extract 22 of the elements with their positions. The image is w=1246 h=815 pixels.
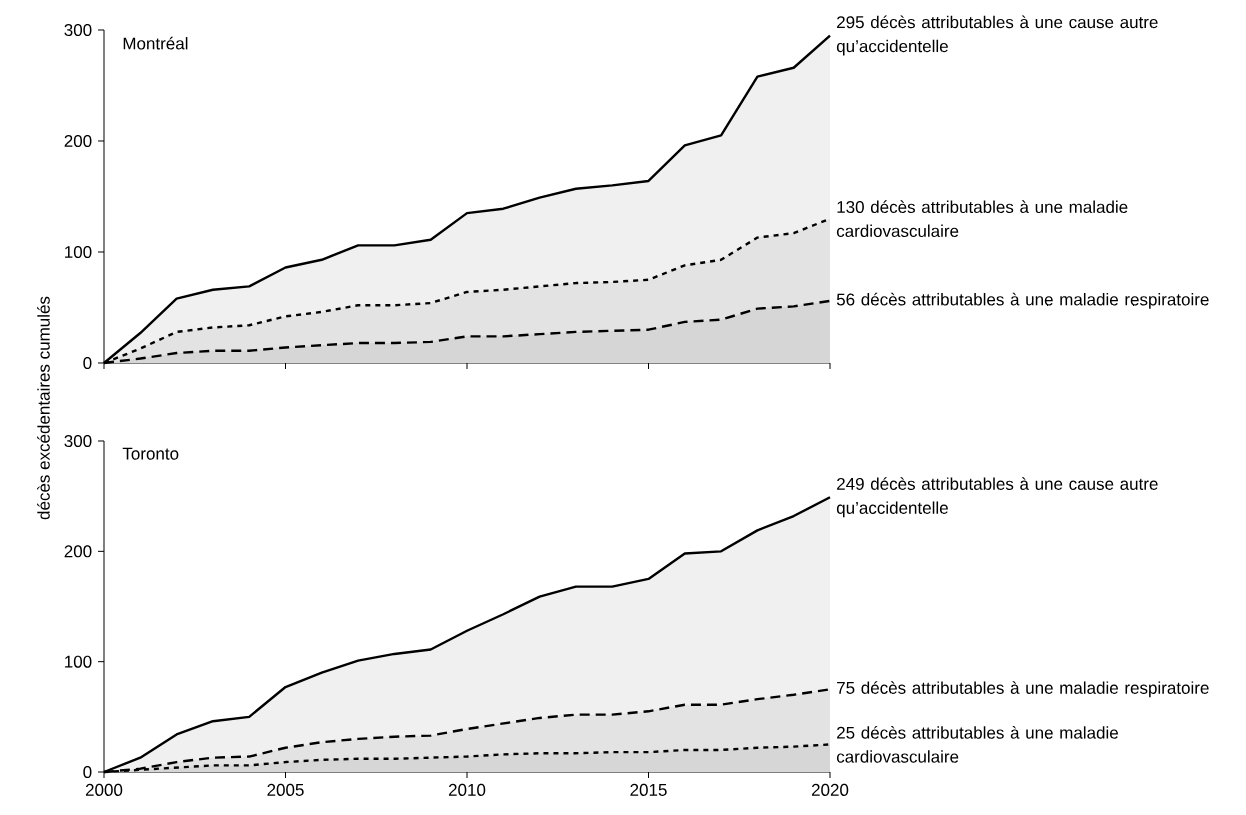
- y-tick-label: 100: [65, 245, 92, 259]
- series-label: 249 décès attributables à une cause autre qu’accidentelle: [836, 477, 1158, 518]
- y-tick-label: 0: [83, 356, 92, 370]
- y-tick-label: 300: [64, 23, 92, 37]
- x-tick-label: 2020: [811, 783, 849, 796]
- x-tick-label: 2015: [630, 783, 667, 796]
- chart-title: Montréal: [123, 36, 188, 50]
- y-tick-label: 300: [64, 434, 92, 448]
- y-tick-label: 200: [64, 545, 92, 558]
- y-tick-label: 100: [65, 655, 92, 668]
- series-label: 75 décès attributables à une maladie respiratoire: [837, 681, 1209, 698]
- x-tick-label: 2000: [85, 783, 123, 796]
- series-label: 25 décès attributables à une maladie cardiovasculaire: [836, 726, 1118, 763]
- series-label: 295 décès attributables à une cause autre qu’accidentelle: [836, 15, 1158, 56]
- series-label: 130 décès attributables à une maladie cardiovasculaire: [836, 200, 1128, 238]
- y-tick-label: 0: [83, 765, 92, 779]
- x-tick-label: 2005: [267, 783, 304, 796]
- series-label: 56 décès attributables à une maladie respiratoire: [836, 292, 1209, 309]
- x-tick-label: 2010: [448, 783, 486, 796]
- y-axis-title: décès excédentaires cumulés: [37, 296, 50, 520]
- chart-title: Toronto: [122, 447, 179, 460]
- y-tick-label: 200: [64, 134, 92, 148]
